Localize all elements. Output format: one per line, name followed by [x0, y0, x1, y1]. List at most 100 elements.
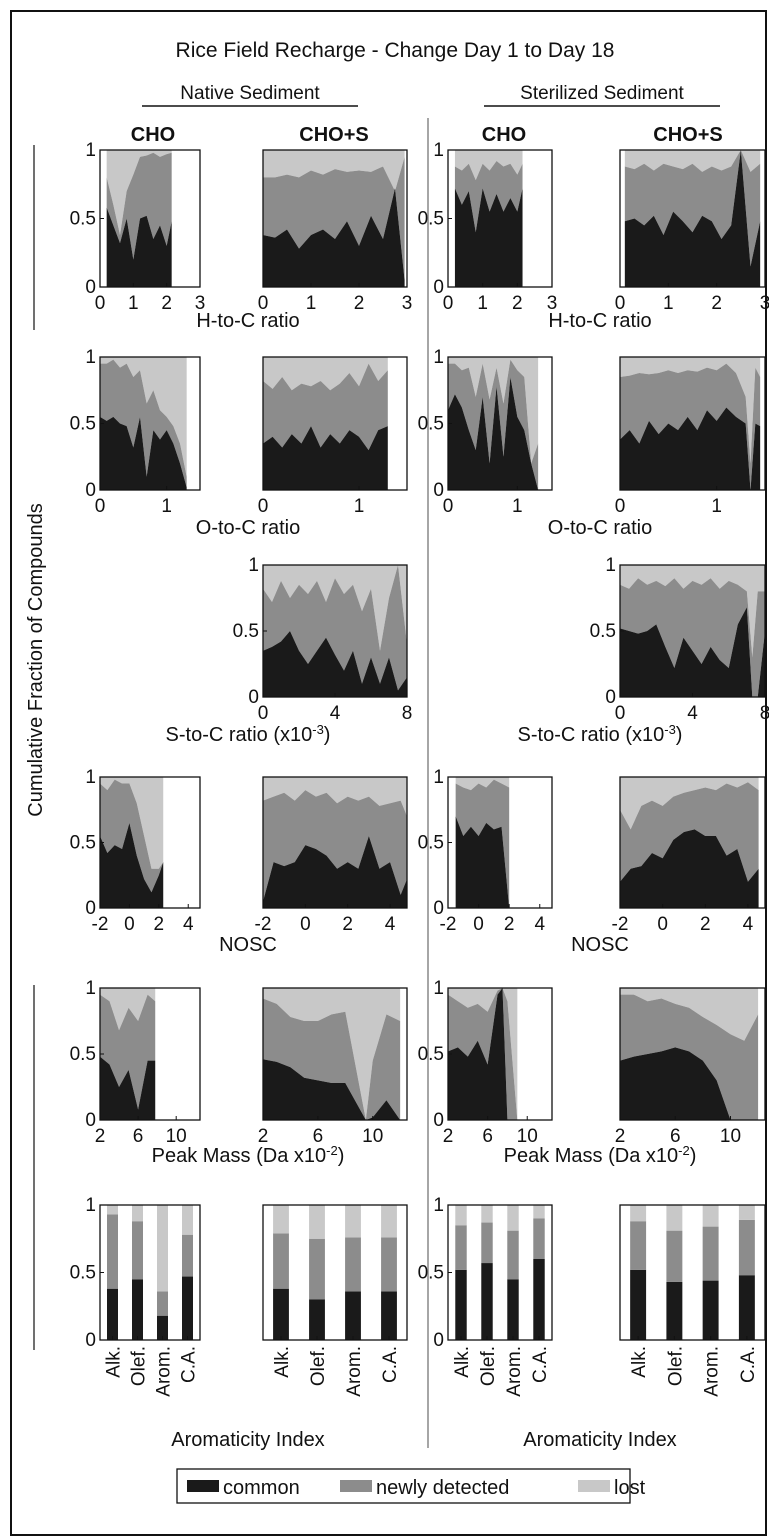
x-tick-label: 4	[385, 914, 396, 935]
x-tick-label: C.A.	[738, 1346, 759, 1383]
y-tick-label: 0	[248, 687, 259, 708]
x-tick-label: Arom.	[504, 1346, 525, 1397]
area-newly-detected	[454, 160, 523, 233]
area-newly-detected	[448, 988, 518, 1120]
bar-common	[345, 1291, 361, 1340]
area-common	[263, 426, 388, 490]
y-tick-label: 1	[433, 767, 444, 788]
bar-lost	[381, 1205, 397, 1238]
x-tick-label: Olef.	[129, 1346, 150, 1386]
y-tick-label: 1	[433, 347, 444, 368]
x-tick-label: 0	[258, 293, 269, 314]
area-newly-detected	[620, 578, 765, 697]
bar-newly-detected	[182, 1234, 193, 1277]
x-tick-label: 2	[342, 914, 353, 935]
y-tick-label: 0.5	[70, 1044, 96, 1065]
bar-common	[157, 1315, 168, 1340]
y-tick-label: 0.5	[233, 621, 259, 642]
bar-newly-detected	[309, 1238, 325, 1300]
x-tick-label: 0	[615, 703, 626, 724]
area-newly-detected	[100, 359, 187, 488]
x-tick-label: 6	[482, 1126, 493, 1147]
x-tick-label: Alk.	[272, 1346, 293, 1378]
bar-common	[507, 1279, 519, 1340]
x-tick-label: 2	[615, 1126, 626, 1147]
x-tick-label: 4	[183, 914, 194, 935]
bar-lost	[738, 1205, 755, 1220]
x-tick-label: C.A.	[380, 1346, 401, 1383]
bar-newly-detected	[455, 1225, 467, 1270]
x-tick-label: Alk.	[452, 1346, 473, 1378]
x-tick-label: 0	[124, 914, 135, 935]
bar-lost	[507, 1205, 519, 1231]
bar-common	[309, 1299, 325, 1340]
legend-swatch-lost	[578, 1480, 610, 1492]
x-tick-label: Alk.	[104, 1346, 125, 1378]
group-label-native: Native Sediment	[180, 83, 320, 104]
y-tick-label: 0	[85, 1330, 96, 1351]
area-lost	[620, 988, 759, 1041]
bar-newly-detected	[630, 1221, 647, 1270]
bar-lost	[666, 1205, 683, 1231]
xlabel-hc-steril: H-to-C ratio	[548, 310, 651, 332]
area-newly-detected	[620, 363, 761, 490]
y-tick-label: 0.5	[70, 833, 96, 854]
panel-steril-chos-sc: 0 4 8 0 0.5 1	[590, 555, 769, 724]
bar-lost	[273, 1205, 289, 1234]
area-lost	[620, 565, 765, 658]
bar-lost	[702, 1205, 719, 1227]
xlabel-mass-steril: Peak Mass (Da x10-2)	[504, 1143, 697, 1168]
area-common	[455, 816, 510, 908]
area-newly-detected	[263, 998, 401, 1120]
panel-border	[619, 356, 766, 491]
bar-newly-detected	[666, 1230, 683, 1282]
y-tick-label: 1	[433, 1195, 444, 1216]
figure-frame	[10, 10, 767, 1536]
y-tick-label: 1	[85, 978, 96, 999]
area-common	[454, 188, 523, 287]
y-tick-label: 0	[433, 1110, 444, 1131]
y-tick-label: 0	[433, 480, 444, 501]
bar-lost	[533, 1205, 545, 1219]
bar-newly-detected	[132, 1221, 143, 1280]
panel-border	[262, 149, 408, 288]
y-tick-label: 0	[605, 687, 616, 708]
panel-steril-chos-mass: 2 6 10	[615, 987, 766, 1147]
bar-common	[666, 1281, 683, 1340]
x-tick-label: 1	[306, 293, 317, 314]
panel-native-chos-nosc: -2 0 2 4	[255, 776, 408, 935]
area-common	[448, 376, 539, 490]
bar-newly-detected	[381, 1237, 397, 1292]
x-tick-label: C.A.	[530, 1346, 551, 1383]
y-tick-label: 1	[85, 140, 96, 161]
bar-common	[455, 1269, 467, 1340]
x-tick-label: 2	[512, 293, 523, 314]
figure-title: Rice Field Recharge - Change Day 1 to Da…	[176, 39, 615, 62]
area-lost	[263, 988, 401, 1120]
panel-steril-chos-hc: 0 1 2 3	[615, 149, 769, 314]
xlabel-nosc-steril: NOSC	[571, 934, 629, 956]
x-tick-label: -2	[612, 914, 629, 935]
group-label-sterilized: Sterilized Sediment	[520, 83, 684, 104]
x-tick-label: 10	[720, 1126, 741, 1147]
x-tick-label: Alk.	[629, 1346, 650, 1378]
legend-label-newly-detected: newly detected	[376, 1477, 509, 1499]
y-tick-label: 1	[433, 978, 444, 999]
area-lost	[620, 777, 759, 830]
x-tick-label: 6	[133, 1126, 144, 1147]
panel-border	[262, 776, 408, 909]
panels: 0 1 2 300.510 1 2 3 0 1 2 300.510 1 2 30 100.510 1 0 100.…	[70, 140, 769, 1397]
y-tick-label: 0.5	[70, 1263, 96, 1284]
y-axis-label: Cumulative Fraction of Compounds	[25, 503, 47, 816]
y-tick-label: 0.5	[418, 414, 444, 435]
col-header-steril-chos: CHO+S	[653, 124, 722, 146]
bar-common	[381, 1291, 397, 1340]
x-tick-label: 4	[687, 703, 698, 724]
y-tick-label: 0.5	[418, 209, 444, 230]
panel-steril-cho-arom: Alk. Olef. Arom. C.A. 0 0.5 1	[418, 1195, 553, 1397]
x-tick-label: 0	[657, 914, 668, 935]
area-newly-detected	[263, 565, 407, 691]
x-tick-label: 0	[95, 496, 106, 517]
panel-border	[262, 356, 408, 491]
x-tick-label: 0	[443, 293, 454, 314]
